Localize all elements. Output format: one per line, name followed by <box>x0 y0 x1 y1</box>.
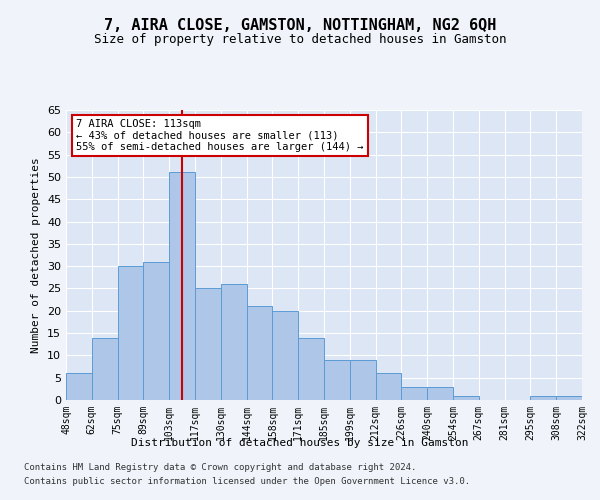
Y-axis label: Number of detached properties: Number of detached properties <box>31 157 41 353</box>
Text: Distribution of detached houses by size in Gamston: Distribution of detached houses by size … <box>131 438 469 448</box>
Bar <box>92 338 118 400</box>
Bar <box>556 396 582 400</box>
Bar <box>376 373 401 400</box>
Bar <box>118 266 143 400</box>
Text: 7 AIRA CLOSE: 113sqm
← 43% of detached houses are smaller (113)
55% of semi-deta: 7 AIRA CLOSE: 113sqm ← 43% of detached h… <box>76 118 364 152</box>
Bar <box>195 288 221 400</box>
Bar <box>324 360 350 400</box>
Bar <box>427 386 453 400</box>
Bar <box>272 311 298 400</box>
Bar <box>66 373 92 400</box>
Text: Size of property relative to detached houses in Gamston: Size of property relative to detached ho… <box>94 32 506 46</box>
Text: Contains public sector information licensed under the Open Government Licence v3: Contains public sector information licen… <box>24 478 470 486</box>
Bar <box>453 396 479 400</box>
Text: Contains HM Land Registry data © Crown copyright and database right 2024.: Contains HM Land Registry data © Crown c… <box>24 462 416 471</box>
Bar <box>169 172 195 400</box>
Bar <box>221 284 247 400</box>
Bar <box>350 360 376 400</box>
Bar <box>401 386 427 400</box>
Bar <box>298 338 324 400</box>
Bar <box>247 306 272 400</box>
Text: 7, AIRA CLOSE, GAMSTON, NOTTINGHAM, NG2 6QH: 7, AIRA CLOSE, GAMSTON, NOTTINGHAM, NG2 … <box>104 18 496 32</box>
Bar <box>143 262 169 400</box>
Bar <box>530 396 556 400</box>
